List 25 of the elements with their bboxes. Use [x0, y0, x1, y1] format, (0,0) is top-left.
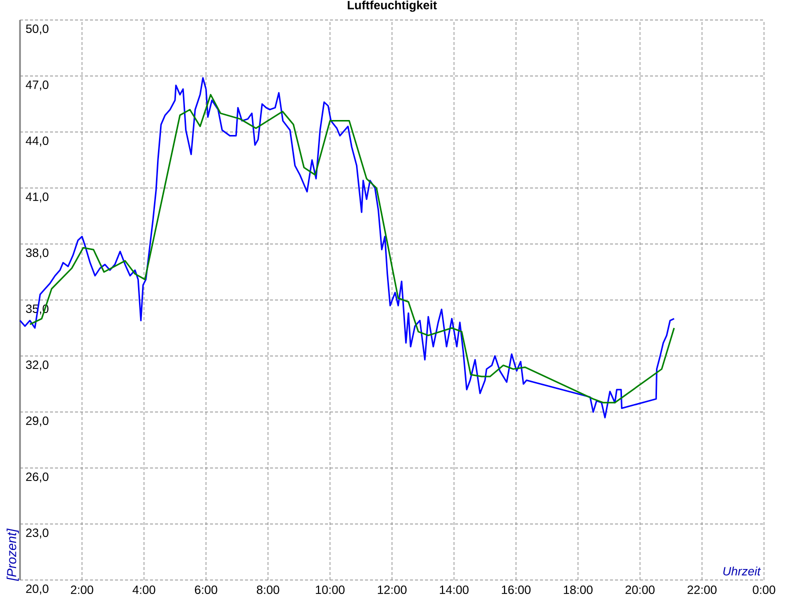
x-axis-title: Uhrzeit: [723, 566, 761, 576]
y-axis-title: [Prozent]: [6, 528, 19, 582]
y-tick-label: 29,0: [26, 416, 48, 426]
y-tick-label: 38,0: [26, 248, 48, 258]
x-tick-label: 4:00: [132, 586, 156, 594]
x-tick-label: 16:00: [502, 586, 531, 594]
y-tick-label: 50,0: [26, 24, 48, 34]
y-tick-label: 26,0: [26, 472, 48, 482]
x-tick-label: 12:00: [378, 586, 407, 594]
y-tick-label: 32,0: [26, 360, 48, 370]
x-tick-label: 18:00: [564, 586, 593, 594]
x-tick-label: 0:00: [752, 586, 776, 594]
y-tick-label: 41,0: [26, 192, 48, 202]
y-tick-label: 47,0: [26, 80, 48, 90]
y-tick-label: 23,0: [26, 528, 48, 538]
x-tick-label: 10:00: [316, 586, 345, 594]
y-tick-label: 44,0: [26, 136, 48, 146]
x-tick-label: 8:00: [256, 586, 280, 594]
y-tick-label: 20,0: [26, 584, 48, 594]
x-tick-label: 20:00: [626, 586, 655, 594]
x-tick-label: 22:00: [688, 586, 717, 594]
x-tick-label: 6:00: [194, 586, 218, 594]
x-tick-label: 14:00: [440, 586, 469, 594]
chart-title: Luftfeuchtigkeit: [348, 0, 437, 12]
x-tick-label: 2:00: [70, 586, 94, 594]
